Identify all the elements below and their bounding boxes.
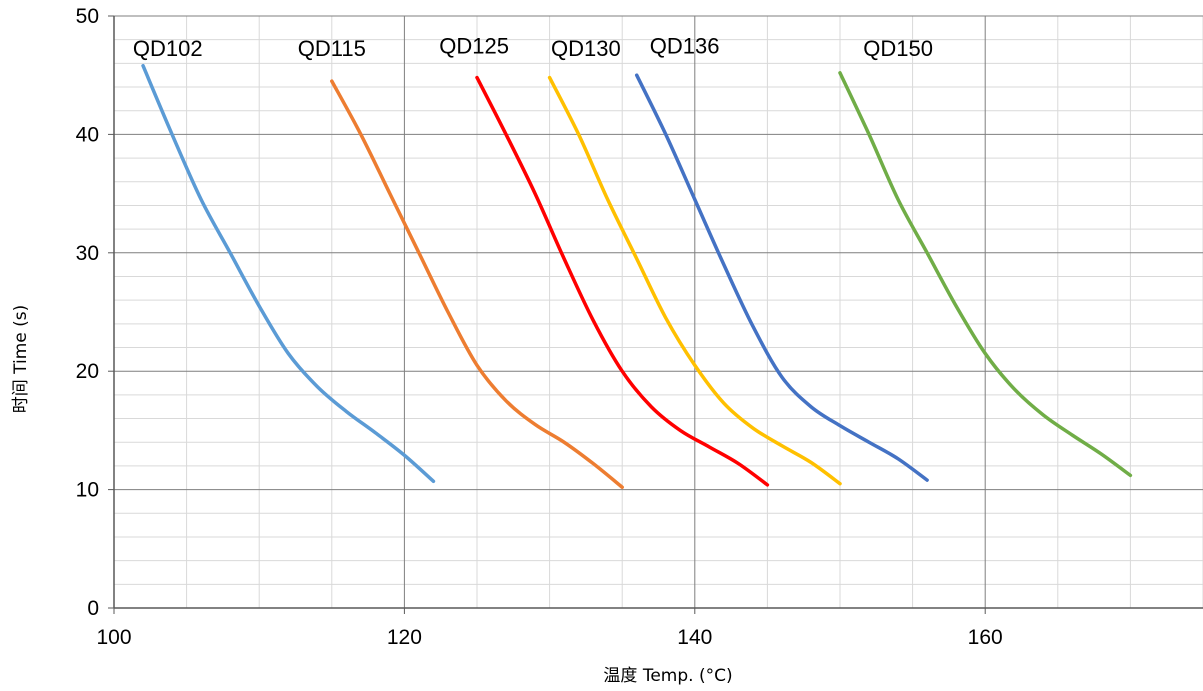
- x-tick-label: 160: [968, 626, 1003, 649]
- y-tick-label: 10: [76, 479, 99, 502]
- tick-labels: 100 120 140 160 0 10 20 30 40 50: [76, 5, 1003, 649]
- series-line-qd115: [330, 79, 624, 489]
- x-tick-label: 120: [387, 626, 422, 649]
- series-line-qd136: [634, 73, 929, 482]
- y-tick-label: 20: [76, 360, 99, 383]
- y-tick-label: 0: [87, 597, 99, 620]
- y-tick-label: 30: [76, 242, 99, 265]
- series-label-qd130: QD130: [551, 36, 621, 61]
- series-line-qd150: [838, 71, 1133, 478]
- y-tick-label: 50: [76, 5, 99, 28]
- series-labels: QD102 QD115 QD125 QD130 QD136 QD150: [133, 34, 933, 61]
- series-line-qd125: [475, 75, 770, 487]
- series-label-qd102: QD102: [133, 36, 203, 61]
- x-tick-label: 100: [96, 626, 131, 649]
- axes: [108, 15, 1203, 614]
- y-axis-title: 时间 Time (s): [11, 305, 31, 414]
- major-gridlines: [114, 15, 1203, 608]
- series-line-qd102: [141, 63, 436, 484]
- x-axis-title: 温度 Temp. (°C): [603, 666, 732, 686]
- series-label-qd150: QD150: [863, 36, 933, 61]
- minor-gridlines: [114, 16, 1203, 608]
- series-label-qd115: QD115: [298, 36, 366, 61]
- series-label-qd125: QD125: [439, 34, 509, 59]
- series-label-qd136: QD136: [650, 34, 720, 59]
- y-tick-label: 40: [76, 123, 99, 146]
- x-tick-label: 140: [677, 626, 712, 649]
- series-lines: [141, 63, 1133, 489]
- series-line-qd130: [547, 75, 842, 486]
